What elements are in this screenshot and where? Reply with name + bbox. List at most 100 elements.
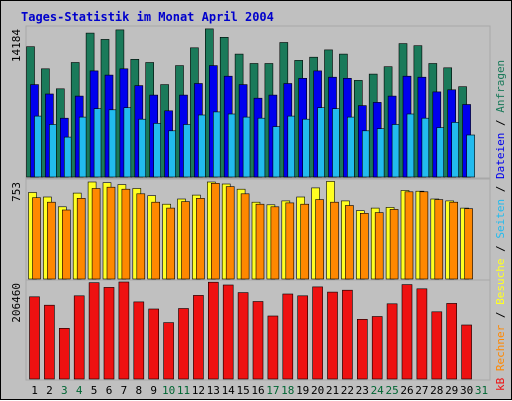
bar-kb-day-23 xyxy=(356,318,368,380)
bar-rechner-day-10 xyxy=(166,207,175,280)
bar-rechner-day-17 xyxy=(270,206,280,280)
x-tick-label-day-14: 14 xyxy=(222,384,236,397)
bar-kb-day-19 xyxy=(297,295,309,380)
bar-rechner-day-28 xyxy=(434,199,444,280)
legend-kb: kB xyxy=(494,377,507,391)
bar-rechner-day-9 xyxy=(151,201,160,280)
x-tick-label-day-28: 28 xyxy=(430,384,443,397)
legend-separator: / xyxy=(494,312,507,319)
legend-rechner: Rechner xyxy=(494,324,507,371)
y-max-label-visits: 753 xyxy=(10,182,23,202)
bar-rechner-day-12 xyxy=(196,198,205,280)
x-tick-label-day-19: 19 xyxy=(296,384,309,397)
x-tick-label-day-7: 7 xyxy=(121,384,128,397)
bar-rechner-day-29 xyxy=(449,201,459,280)
bar-rechner-day-3 xyxy=(61,209,71,280)
bar-rechner-day-1 xyxy=(32,197,41,280)
bar-kb-day-29 xyxy=(446,303,458,380)
bar-kb-day-12 xyxy=(193,295,204,380)
x-tick-label-day-16: 16 xyxy=(251,384,264,397)
bar-rechner-day-27 xyxy=(419,191,429,280)
bar-rechner-day-23 xyxy=(359,213,369,280)
bar-kb-day-14 xyxy=(222,284,234,380)
legend-separator: / xyxy=(494,186,507,193)
bar-kb-day-18 xyxy=(282,293,294,380)
bar-kb-day-30 xyxy=(461,324,472,380)
bar-rechner-day-15 xyxy=(240,193,250,280)
x-tick-label-day-20: 20 xyxy=(311,384,324,397)
x-tick-label-day-21: 21 xyxy=(326,384,339,397)
bar-kb-day-21 xyxy=(327,291,338,380)
bar-kb-day-3 xyxy=(58,327,70,380)
bar-rechner-day-16 xyxy=(255,203,265,280)
x-tick-label-day-24: 24 xyxy=(371,384,385,397)
bar-rechner-day-5 xyxy=(91,188,101,280)
x-tick-label-day-15: 15 xyxy=(236,384,249,397)
bar-rechner-day-2 xyxy=(47,201,56,280)
bar-rechner-day-8 xyxy=(136,193,146,280)
bar-kb-day-26 xyxy=(401,284,413,380)
x-tick-label-day-26: 26 xyxy=(400,384,413,397)
bar-kb-day-16 xyxy=(252,301,264,380)
bar-kb-day-17 xyxy=(267,315,279,380)
bar-kb-day-27 xyxy=(416,288,428,380)
bar-rechner-day-11 xyxy=(181,201,190,280)
legend-seiten: Seiten xyxy=(494,199,507,239)
y-max-label-hits: 14184 xyxy=(10,29,23,62)
y-max-label-kb: 206460 xyxy=(10,283,23,323)
x-tick-label-day-17: 17 xyxy=(266,384,279,397)
x-tick-label-day-25: 25 xyxy=(385,384,398,397)
bar-kb-day-10 xyxy=(163,322,174,380)
bar-kb-day-24 xyxy=(371,316,383,380)
bar-rechner-day-7 xyxy=(121,188,131,280)
bar-rechner-day-24 xyxy=(374,212,384,280)
x-tick-label-day-27: 27 xyxy=(415,384,428,397)
bar-kb-day-15 xyxy=(237,292,249,380)
bar-kb-day-11 xyxy=(178,308,189,380)
x-tick-label-day-30: 30 xyxy=(460,384,473,397)
bar-seiten-day-30 xyxy=(466,134,475,178)
bar-kb-day-20 xyxy=(312,286,323,380)
x-tick-label-day-6: 6 xyxy=(106,384,113,397)
x-tick-label-day-29: 29 xyxy=(445,384,458,397)
bar-kb-day-28 xyxy=(431,311,443,380)
x-tick-label-day-22: 22 xyxy=(341,384,354,397)
x-axis-labels: 1 2 3 4 5 6 7 8 9 10 11 12 13 14 15 16 17 18 19 20 21 22 23 24 2… xyxy=(31,384,488,397)
x-tick-label-day-5: 5 xyxy=(91,384,98,397)
x-tick-label-day-1: 1 xyxy=(31,384,38,397)
bar-kb-day-25 xyxy=(386,303,398,380)
legend-separator: / xyxy=(494,119,507,126)
x-tick-label-day-31: 31 xyxy=(475,384,488,397)
bar-kb-day-1 xyxy=(29,296,40,380)
bar-rechner-day-18 xyxy=(285,202,295,280)
x-tick-label-day-3: 3 xyxy=(61,384,68,397)
bar-kb-day-7 xyxy=(118,281,130,380)
bar-kb-day-9 xyxy=(148,308,159,380)
chart-title: Tages-Statistik im Monat April 2004 xyxy=(21,10,274,24)
bar-rechner-day-19 xyxy=(300,203,310,280)
legend-separator: / xyxy=(494,245,507,252)
bar-rechner-day-13 xyxy=(211,183,220,280)
y-axis-labels: 14184 753 206460 xyxy=(10,29,23,323)
bar-kb-day-8 xyxy=(133,301,145,380)
x-tick-label-day-2: 2 xyxy=(46,384,53,397)
bar-rechner-day-30 xyxy=(464,208,473,280)
bar-kb-day-13 xyxy=(208,281,219,380)
x-tick-label-day-10: 10 xyxy=(162,384,175,397)
bar-rechner-day-22 xyxy=(345,205,354,280)
bars-layer xyxy=(26,28,475,380)
legend-dateien: Dateien xyxy=(494,133,507,179)
legend-anfragen: Anfragen xyxy=(494,60,507,113)
bar-kb-day-2 xyxy=(44,304,55,380)
x-tick-label-day-12: 12 xyxy=(192,384,205,397)
bar-rechner-day-6 xyxy=(106,186,116,280)
bar-rechner-day-14 xyxy=(225,186,235,280)
bar-kb-day-4 xyxy=(73,295,85,380)
bar-rechner-day-21 xyxy=(330,201,339,280)
x-tick-label-day-23: 23 xyxy=(356,384,369,397)
series-legend: kB Rechner / Besuche / Seiten / Dateien … xyxy=(494,60,507,391)
bar-kb-day-5 xyxy=(88,282,100,380)
legend-besuche: Besuche xyxy=(494,259,507,305)
